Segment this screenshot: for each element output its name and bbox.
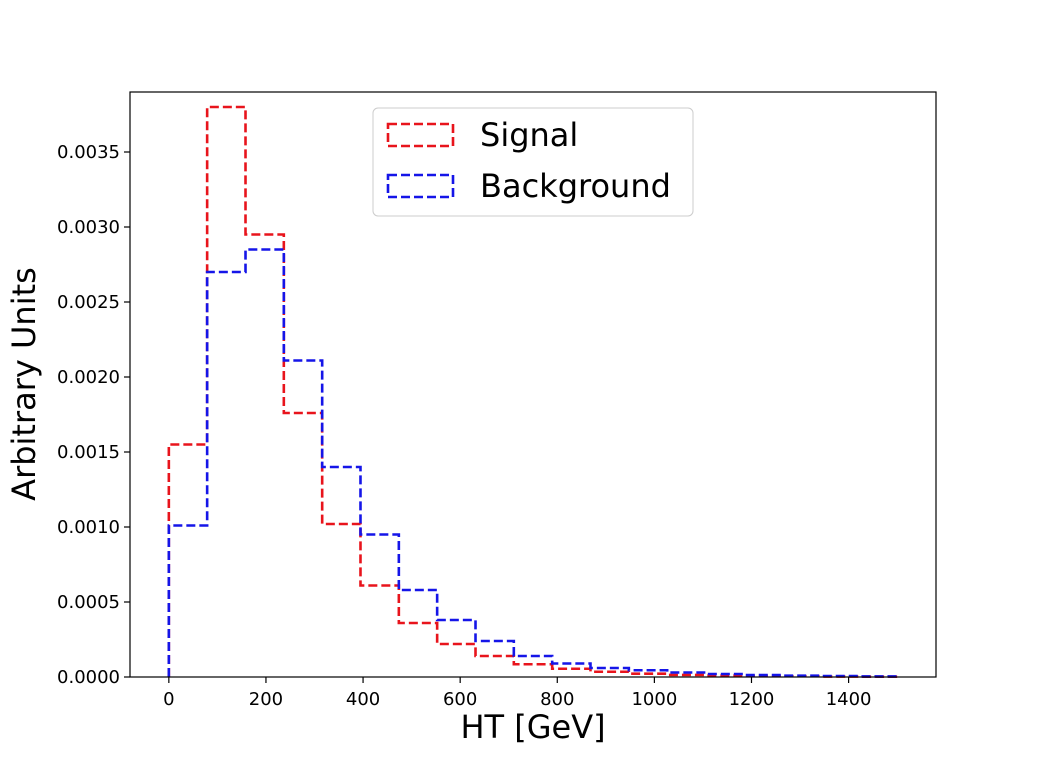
y-tick-label: 0.0020 xyxy=(57,367,120,388)
legend: Signal Background xyxy=(372,107,694,217)
plot-frame xyxy=(129,91,937,678)
x-tick-label: 600 xyxy=(443,689,477,710)
legend-label-signal: Signal xyxy=(480,116,578,154)
x-tick-label: 800 xyxy=(540,689,574,710)
legend-swatch-signal xyxy=(386,122,455,148)
x-axis-label: HT [GeV] xyxy=(460,708,605,746)
y-tick-label: 0.0005 xyxy=(57,592,120,613)
x-tick-label: 1000 xyxy=(631,689,677,710)
x-tick-label: 400 xyxy=(346,689,380,710)
x-tick-label: 0 xyxy=(163,689,174,710)
y-tick-label: 0.0015 xyxy=(57,442,120,463)
x-tick-label: 1400 xyxy=(826,689,872,710)
y-tick-label: 0.0000 xyxy=(57,667,120,688)
y-tick-label: 0.0030 xyxy=(57,217,120,238)
legend-swatch-background xyxy=(386,173,455,199)
y-tick-label: 0.0010 xyxy=(57,517,120,538)
x-tick-label: 1200 xyxy=(729,689,775,710)
y-tick-label: 0.0035 xyxy=(57,142,120,163)
y-tick-label: 0.0025 xyxy=(57,292,120,313)
legend-label-background: Background xyxy=(480,167,671,205)
x-tick-label: 200 xyxy=(249,689,283,710)
y-axis-label: Arbitrary Units xyxy=(5,267,43,501)
series-line-background xyxy=(167,248,898,678)
